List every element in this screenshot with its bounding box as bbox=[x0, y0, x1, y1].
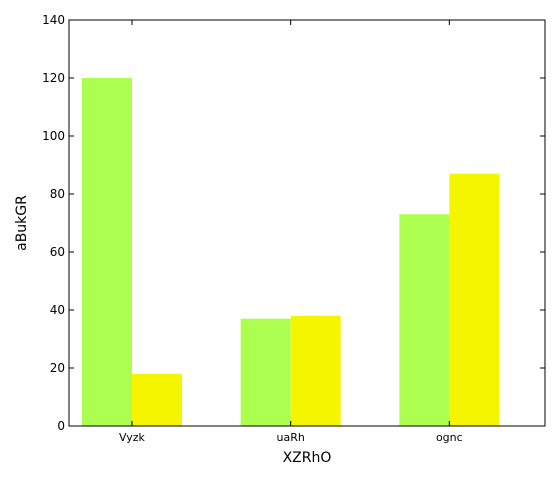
plot-frame bbox=[68, 19, 546, 427]
x-axis-ticks: Vyzk uaRh ognc bbox=[119, 20, 463, 444]
y-tick-label: 60 bbox=[50, 245, 65, 259]
y-axis-title: aBukGR bbox=[14, 195, 30, 251]
bar-ognc-series-2 bbox=[449, 173, 500, 426]
y-tick-label: 140 bbox=[42, 13, 65, 27]
bars-layer bbox=[82, 78, 500, 426]
bar-Vyzk-series-2 bbox=[132, 373, 182, 426]
x-tick-label-ognc: ognc bbox=[436, 431, 463, 444]
x-tick-label-Vyzk: Vyzk bbox=[119, 431, 146, 444]
bar-uaRh-series-1 bbox=[240, 318, 291, 426]
x-tick-label-uaRh: uaRh bbox=[277, 431, 305, 444]
x-axis-title: XZRhO bbox=[283, 450, 332, 466]
bar-Vyzk-series-1 bbox=[82, 78, 132, 426]
y-tick-label: 80 bbox=[50, 187, 65, 201]
y-tick-label: 40 bbox=[50, 303, 65, 317]
y-tick-label: 20 bbox=[50, 361, 65, 375]
bar-ognc-series-1 bbox=[399, 214, 450, 426]
y-tick-label: 120 bbox=[42, 71, 65, 85]
y-axis-ticks: 0 20 40 60 80 100 120 140 bbox=[42, 13, 545, 433]
y-tick-label: 0 bbox=[57, 419, 65, 433]
y-tick-label: 100 bbox=[42, 129, 65, 143]
bar-uaRh-series-2 bbox=[290, 315, 341, 426]
